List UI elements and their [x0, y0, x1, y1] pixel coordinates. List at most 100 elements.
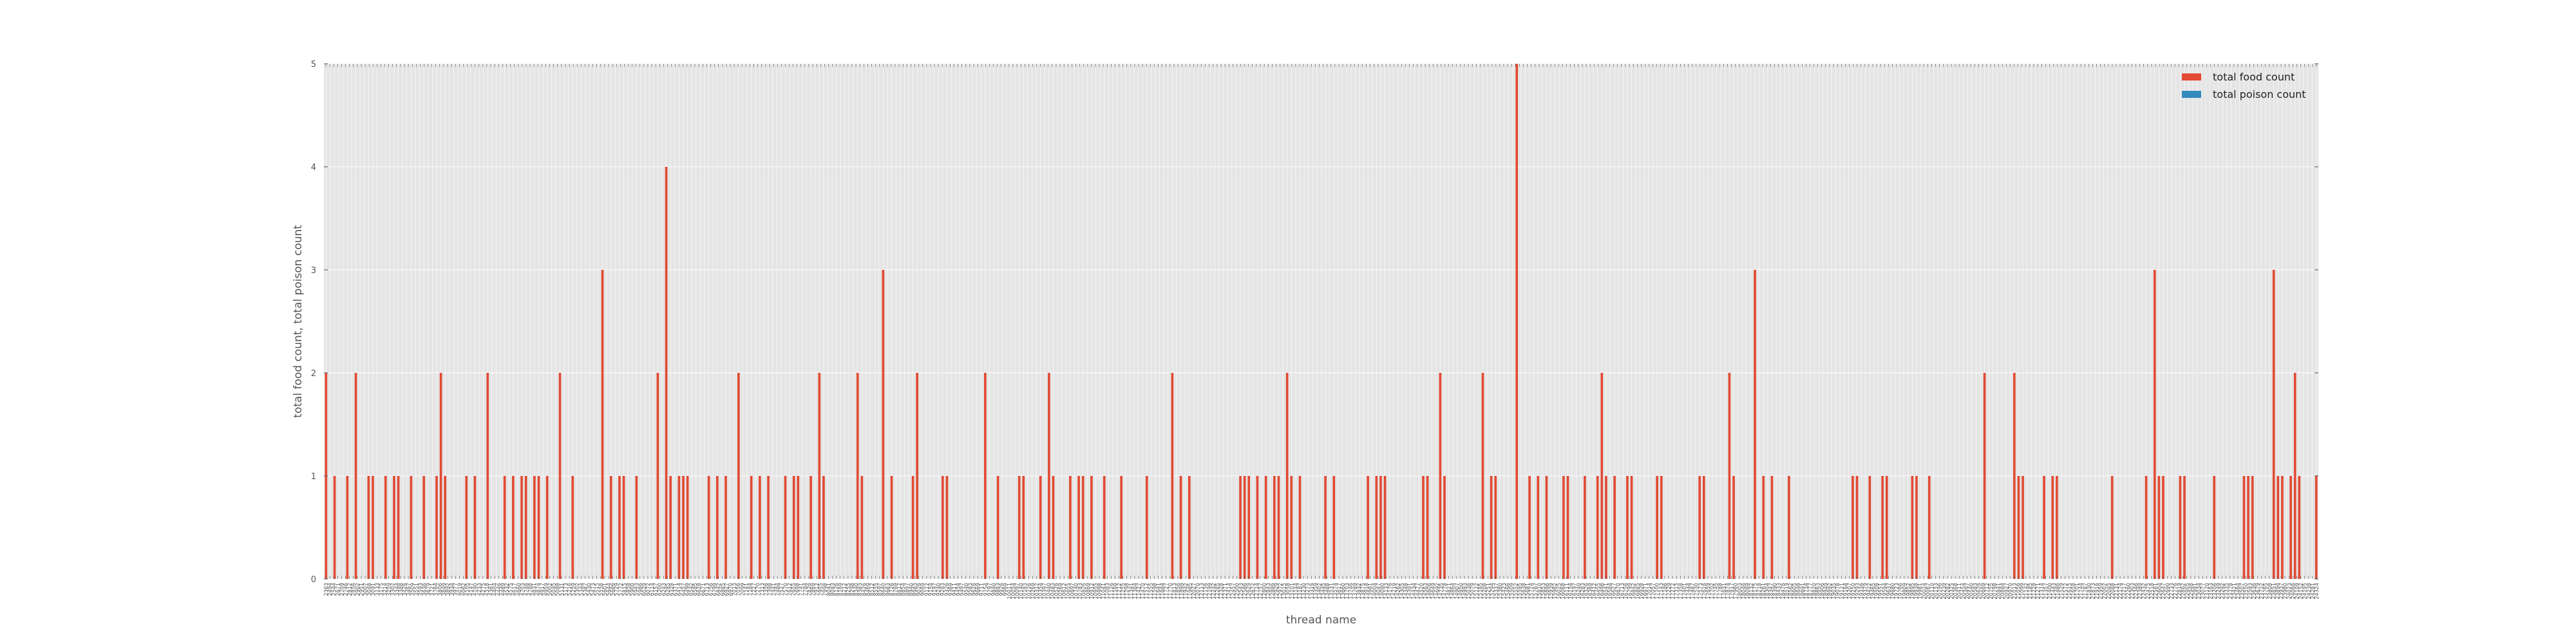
x-tick-label: 20884	[2000, 583, 2005, 599]
bar-total-food-count	[715, 476, 719, 579]
x-tick-label: 9797	[987, 583, 992, 596]
x-tick-label: 11083	[1104, 583, 1110, 599]
x-tick-label: 22819	[2177, 583, 2183, 599]
x-tick-label: 16928	[1638, 583, 1644, 599]
bar-total-food-count	[601, 270, 604, 579]
x-tick-label: 19250	[1851, 583, 1857, 599]
bar-total-food-count	[1285, 373, 1289, 579]
x-tick-label: 5344	[578, 583, 584, 596]
bar-total-food-count	[2277, 476, 2280, 579]
x-tick-label: 13789	[1352, 583, 1358, 599]
x-tick-label: 10655	[1065, 583, 1071, 599]
bar-total-food-count	[439, 373, 442, 579]
x-tick-label: 19938	[1913, 583, 1919, 599]
x-tick-label: 23894	[2275, 583, 2280, 599]
x-tick-label: 15423	[1501, 583, 1507, 599]
bar-total-food-count	[2213, 476, 2216, 579]
x-tick-label: 16111	[1564, 583, 1570, 599]
x-tick-label: 10826	[1081, 583, 1087, 599]
x-tick-label: 24281	[2310, 583, 2316, 599]
x-tick-label: 10998	[1097, 583, 1103, 599]
bar-total-food-count	[1018, 476, 1021, 579]
x-tick-label: 12500	[1234, 583, 1240, 599]
bar-total-food-count	[435, 476, 438, 579]
bar-total-food-count	[609, 476, 612, 579]
x-tick-label: 9026	[916, 583, 922, 596]
x-tick-label: 4105	[465, 583, 471, 596]
x-tick-label: 15509	[1509, 583, 1515, 599]
x-tick-label: 18777	[1808, 583, 1814, 599]
x-tick-label: 2902	[355, 583, 361, 596]
y-tick-label: 0	[311, 575, 316, 585]
x-tick-label: 7570	[782, 583, 788, 596]
x-tick-label: 3764	[433, 583, 439, 596]
x-tick-label: 21142	[2023, 583, 2029, 599]
x-tick-label: 20755	[1988, 583, 1994, 599]
x-tick-label: 10011	[1007, 583, 1012, 599]
x-tick-label: 12929	[1273, 583, 1279, 599]
x-tick-label: 24109	[2294, 583, 2300, 599]
x-tick-label: 14047	[1376, 583, 1381, 599]
x-tick-label: 8854	[900, 583, 906, 596]
x-tick-label: 10740	[1073, 583, 1079, 599]
bar-total-food-count	[1022, 476, 1025, 579]
x-tick-label: 19551	[1878, 583, 1884, 599]
bar-total-food-count	[1367, 476, 1369, 579]
x-tick-label: 20626	[1976, 583, 1982, 599]
x-tick-label: 20712	[1984, 583, 1990, 599]
x-axis-ticks: 2363249425442671270927462812285629022951…	[323, 64, 2320, 599]
x-tick-label: 20970	[2007, 583, 2013, 599]
bar-total-food-count	[797, 476, 800, 579]
x-tick-label: 14219	[1391, 583, 1397, 599]
x-tick-label: 3048	[366, 583, 372, 596]
x-tick-label: 13574	[1332, 583, 1338, 599]
x-tick-label: 4917	[539, 583, 545, 596]
bar-total-food-count	[1264, 476, 1267, 579]
bar-total-food-count	[1660, 476, 1663, 579]
x-tick-label: 12070	[1195, 583, 1200, 599]
x-tick-label: 22432	[2141, 583, 2147, 599]
x-tick-label: 7227	[752, 583, 757, 596]
x-tick-label: 9154	[928, 583, 934, 596]
x-tick-label: 8212	[842, 583, 848, 596]
bar-total-food-count	[635, 476, 638, 579]
x-tick-label: 23292	[2220, 583, 2226, 599]
x-tick-label: 15251	[1486, 583, 1492, 599]
bar-total-food-count	[2289, 476, 2292, 579]
x-tick-label: 17874	[1725, 583, 1730, 599]
bar-total-food-count	[1443, 476, 1446, 579]
x-tick-label: 10955	[1093, 583, 1099, 599]
x-tick-label: 13015	[1282, 583, 1287, 599]
x-tick-label: 16369	[1587, 583, 1593, 599]
x-tick-label: 3426	[402, 583, 408, 596]
x-tick-label: 22260	[2125, 583, 2131, 599]
x-tick-label: 16971	[1642, 583, 1648, 599]
x-tick-label: 3259	[386, 583, 392, 596]
x-tick-label: 9840	[990, 583, 996, 596]
x-tick-label: 22905	[2184, 583, 2190, 599]
bar-total-food-count	[1145, 476, 1148, 579]
bar-total-food-count	[1702, 476, 1705, 579]
x-tick-label: 3679	[426, 583, 431, 596]
x-tick-label: 23937	[2278, 583, 2284, 599]
x-tick-label: 12800	[1262, 583, 1267, 599]
x-tick-label: 18820	[1812, 583, 1817, 599]
x-tick-label: 22045	[2106, 583, 2112, 599]
x-tick-label: 6842	[716, 583, 722, 596]
y-axis-title: total food count, total poison count	[292, 225, 305, 418]
x-tick-label: 8255	[846, 583, 851, 596]
x-tick-label: 23507	[2239, 583, 2245, 599]
bar-total-food-count	[677, 476, 681, 579]
x-tick-label: 15380	[1497, 583, 1503, 599]
x-tick-label: 18347	[1768, 583, 1774, 599]
x-tick-label: 21013	[2012, 583, 2018, 599]
x-tick-label: 18003	[1737, 583, 1743, 599]
x-tick-label: 19594	[1882, 583, 1888, 599]
bar-total-food-count	[2315, 476, 2318, 579]
bar-total-food-count	[1770, 476, 1774, 579]
x-tick-label: 22948	[2188, 583, 2194, 599]
bar-total-food-count	[486, 373, 489, 579]
x-tick-label: 9711	[979, 583, 985, 596]
x-tick-label: 9754	[983, 583, 989, 596]
bar-total-food-count	[737, 373, 740, 579]
